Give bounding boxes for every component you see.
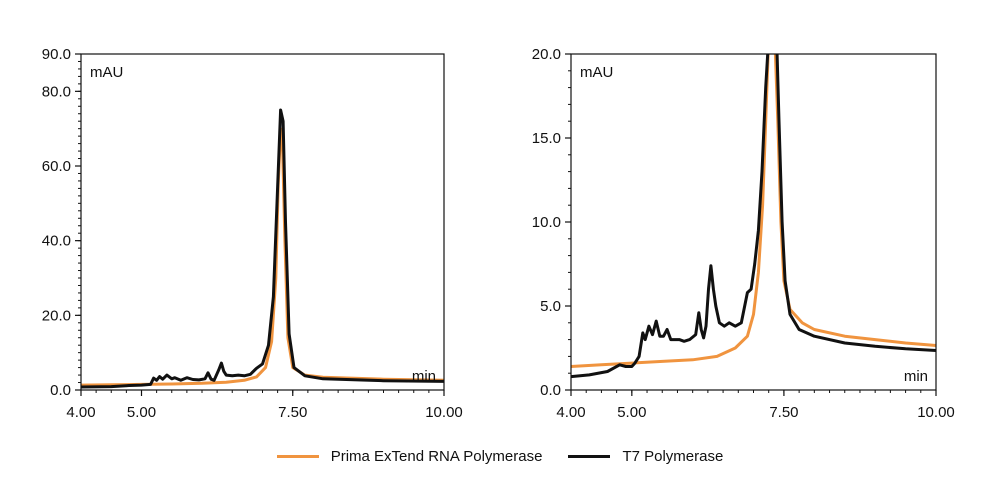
x-tick-label: 7.50 xyxy=(278,404,307,421)
series-line-t7 xyxy=(571,54,936,379)
chart-panel-right: 4.00 5.00 7.50 10.00 0.0 5.0 10.0 15.0 20.0 mAU mi… xyxy=(532,46,955,421)
x-tick-label: 4.00 xyxy=(556,404,585,421)
y-tick-label: 10.0 xyxy=(532,214,561,231)
y-tick-label: 0.0 xyxy=(50,382,71,399)
chart-panel-left: 4.00 5.00 7.50 10.00 0.0 20.0 40.0 60.0 80.0 90.0… xyxy=(42,46,463,421)
y-tick-label: 0.0 xyxy=(540,382,561,399)
legend-item-t7: T7 Polymerase xyxy=(568,448,723,465)
x-axis-unit-label: min xyxy=(904,368,928,385)
x-tick-label: 5.00 xyxy=(127,404,156,421)
chromatogram-figure: 4.00 5.00 7.50 10.00 0.0 20.0 40.0 60.0 80.0 90.0… xyxy=(42,46,955,421)
legend-swatch-t7 xyxy=(568,455,611,458)
y-axis-unit-label: mAU xyxy=(90,64,123,81)
y-tick-label: 20.0 xyxy=(42,307,71,324)
series-line-t7 xyxy=(81,108,444,389)
y-tick-label: 40.0 xyxy=(42,233,71,250)
x-tick-label: 5.00 xyxy=(617,404,646,421)
y-tick-label: 5.0 xyxy=(540,298,561,315)
y-tick-label: 80.0 xyxy=(42,83,71,100)
x-axis-unit-label: min xyxy=(412,368,436,385)
x-tick-label: 10.00 xyxy=(425,404,463,421)
y-tick-label: 90.0 xyxy=(42,46,71,63)
y-tick-label: 20.0 xyxy=(532,46,561,63)
legend-label-t7: T7 Polymerase xyxy=(622,448,724,465)
x-tick-label: 4.00 xyxy=(66,404,95,421)
x-tick-label: 10.00 xyxy=(917,404,955,421)
plot-frame xyxy=(80,53,445,391)
series-line-prima xyxy=(571,54,936,368)
legend: Prima ExTend RNA Polymerase T7 Polymeras… xyxy=(0,448,1000,465)
y-tick-label: 60.0 xyxy=(42,158,71,175)
series-line-prima xyxy=(81,127,444,387)
legend-swatch-prima xyxy=(276,455,319,458)
y-axis-unit-label: mAU xyxy=(580,64,613,81)
legend-label-prima: Prima ExTend RNA Polymerase xyxy=(330,448,543,465)
y-tick-label: 15.0 xyxy=(532,130,561,147)
x-tick-label: 7.50 xyxy=(769,404,798,421)
legend-item-prima: Prima ExTend RNA Polymerase xyxy=(276,448,543,465)
